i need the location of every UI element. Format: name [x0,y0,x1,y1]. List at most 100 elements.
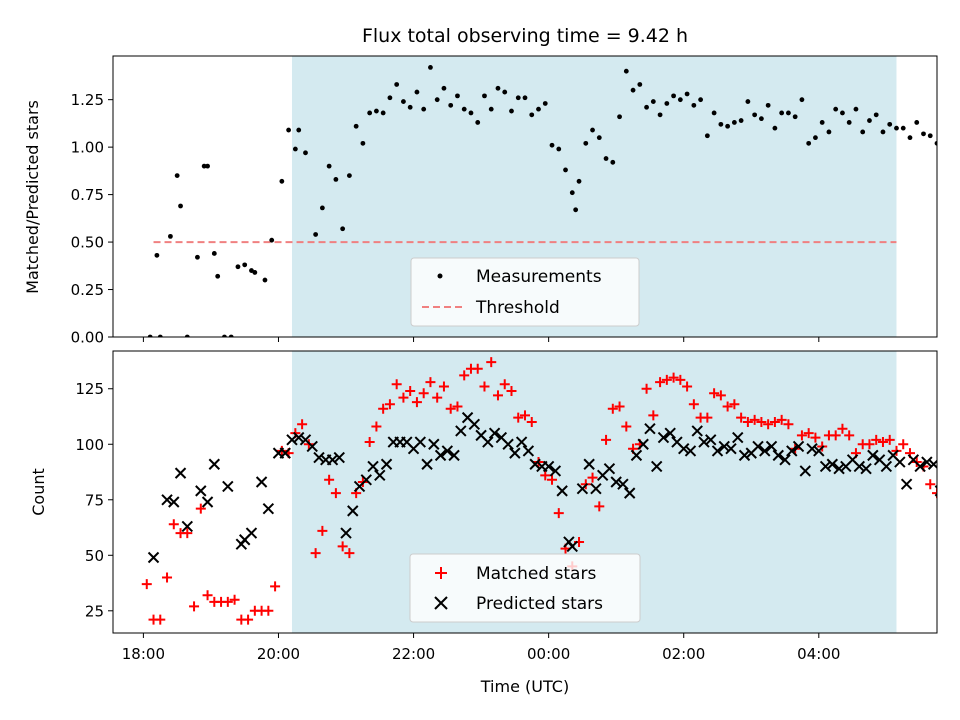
matched-stars-point [607,403,618,414]
predicted-stars-point [691,425,703,437]
measurements-point [542,101,548,106]
predicted-stars-point [222,480,234,493]
measurements-point [894,125,899,131]
measurements-point [725,123,731,129]
matched-stars-point [438,381,449,392]
measurements-point [215,273,221,279]
measurements-point [603,156,609,161]
predicted-stars-point [522,445,535,457]
x-tick-label: 18:00 [122,645,165,663]
matched-stars-point [398,392,409,403]
measurements-point [792,114,798,120]
matched-stars-point [871,434,882,445]
measurements-point [806,140,812,146]
predicted-stars-point [174,467,187,479]
measurements-point [576,178,582,184]
measurements-point [738,118,744,123]
measurements-point [296,127,302,133]
measurements-point [765,102,771,108]
predicted-stars-point [921,456,933,468]
matched-stars-point [756,417,767,428]
x-axis-label: Time (UTC) [480,677,569,696]
predicted-stars-point [956,559,960,569]
predicted-stars-point [792,440,805,453]
measurements-point [380,110,386,116]
measurements-point [205,163,210,169]
measurements-point [887,121,893,127]
matched-stars-point [418,388,429,399]
legend-predicted-marker [434,596,448,610]
measurements-point [441,85,447,91]
y-tick-label: 100 [75,436,104,454]
predicted-stars-point [867,449,879,462]
measurements-point [583,140,589,146]
predicted-stars-point [542,460,555,473]
measurements-point [934,140,937,146]
measurements-point [211,251,217,256]
predicted-stars-point [880,460,893,473]
predicted-stars-point [181,520,194,533]
matched-stars-point [709,388,720,399]
matched-stars-point [763,419,774,430]
measurements-point [394,82,400,87]
matched-stars-point [864,439,875,450]
measurements-point [536,106,541,112]
matched-stars-point [641,383,652,394]
matched-stars-point [810,432,821,443]
measurements-point [428,64,433,70]
matched-stars-point [844,430,855,441]
matched-stars-point [553,508,564,519]
measurements-point [461,106,467,112]
measurements-point [235,264,241,270]
measurements-point [610,159,616,165]
measurements-point [154,252,160,258]
panel-bottom: 25 50 75 100 125 18:00 20:00 22:00 00:00 02:00 04… [29,350,960,696]
measurements-point [664,101,670,106]
predicted-stars-point [360,474,372,486]
measurements-point [522,95,528,101]
measurements-point [880,129,886,135]
predicted-stars-point [698,436,710,448]
predicted-stars-point [590,482,602,495]
matched-stars-point [459,370,470,381]
matched-stars-point [702,412,713,423]
measurements-point [174,173,180,179]
measurements-point [414,89,420,95]
measurements-point [799,97,805,103]
predicted-stars-point [826,458,839,470]
measurements-point [374,108,379,114]
matched-stars-point [391,379,402,390]
measurements-point [867,118,872,123]
matched-stars-point [594,501,605,512]
measurements-point [222,334,227,337]
predicted-stars-point [262,502,275,515]
bottom-y-axis-label: Count [29,468,48,516]
measurements-point [455,93,460,99]
predicted-stars-point [860,462,872,475]
predicted-stars-point [468,418,481,430]
predicted-stars-point [894,456,906,468]
legend-matched-marker [435,567,447,579]
matched-stars-point [162,572,173,583]
measurements-point [900,125,906,131]
matched-stars-point [405,385,416,396]
predicted-stars-point [566,540,578,553]
matched-stars-point [946,524,956,534]
measurements-point [168,233,173,239]
measurements-point [326,163,332,169]
legend-matched-label: Matched stars [476,564,596,584]
predicted-stars-point [208,458,221,470]
matched-stars-point [222,596,233,607]
measurements-point [630,87,636,93]
predicted-stars-point [853,460,866,473]
matched-stars-point [668,372,679,383]
measurements-point [573,207,579,213]
measurements-point [860,129,866,135]
predicted-stars-point [718,440,730,453]
measurements-point [367,110,373,116]
matched-stars-point [749,414,760,425]
matched-stars-point [364,437,375,448]
measurements-point [657,112,663,118]
predicted-stars-point [684,445,697,457]
measurements-point [252,270,258,275]
